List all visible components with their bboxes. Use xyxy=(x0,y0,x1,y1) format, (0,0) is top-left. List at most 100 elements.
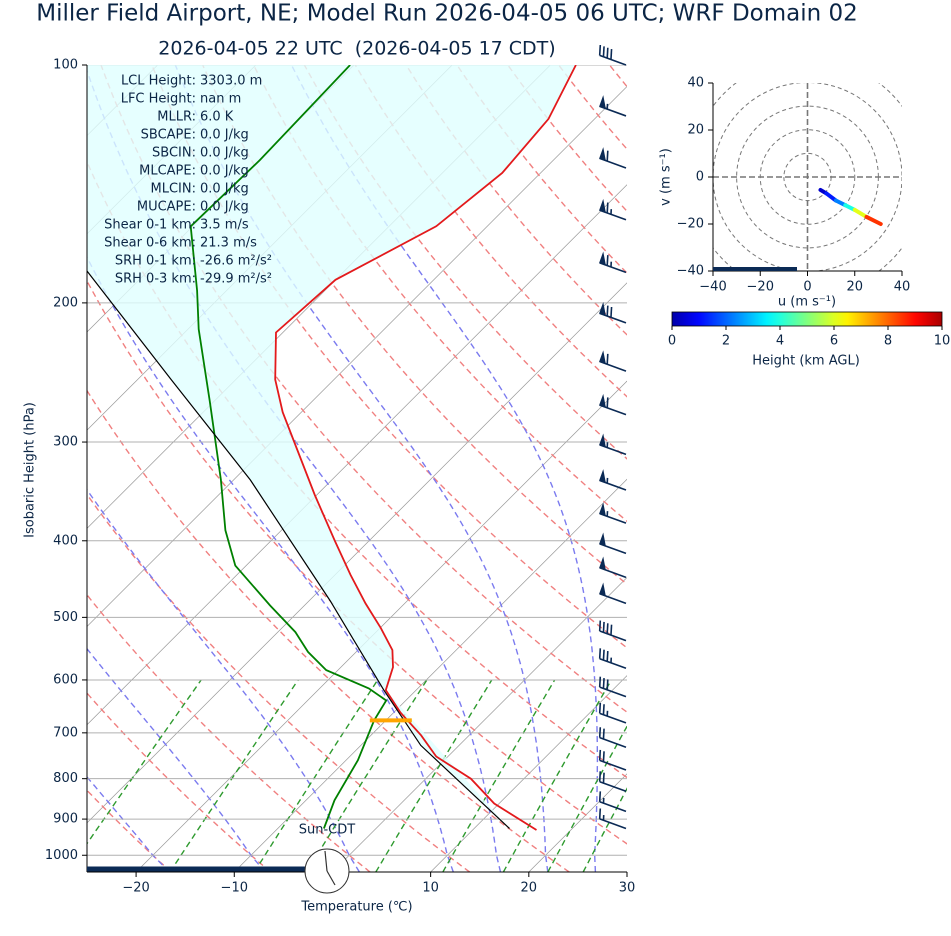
isotherm xyxy=(528,773,627,872)
dry-adiabat xyxy=(354,65,627,398)
clock-hand xyxy=(326,870,336,886)
x-tick-label: −10 xyxy=(221,881,248,896)
wind-barb xyxy=(599,532,627,555)
hodo-y-tick-label: −20 xyxy=(677,217,704,232)
barb-flag xyxy=(599,532,606,547)
dry-adiabat xyxy=(87,279,627,845)
y-tick-label: 300 xyxy=(53,435,78,450)
y-tick-label: 600 xyxy=(53,672,78,687)
mixing-ratio-line xyxy=(502,679,613,872)
barb-feather xyxy=(598,749,602,761)
wind-barb xyxy=(598,771,627,793)
hodo-x-tick-label: −20 xyxy=(747,280,774,295)
barb-feather xyxy=(602,621,605,633)
barb-flag xyxy=(599,556,606,571)
hodo-x-tick-label: 0 xyxy=(803,280,811,295)
barb-feather xyxy=(602,649,605,661)
x-tick-label: 30 xyxy=(619,881,636,896)
isotherm xyxy=(626,871,627,872)
mixing-ratio-line xyxy=(169,679,299,872)
barb-feather xyxy=(598,44,602,56)
mixing-ratio-line xyxy=(87,679,202,845)
mixing-ratio-line xyxy=(253,679,379,872)
barb-flag xyxy=(599,147,606,162)
colorbar-tick-label: 8 xyxy=(884,334,892,349)
barb-feather xyxy=(610,624,613,636)
barb-feather xyxy=(606,305,609,317)
dry-adiabat xyxy=(864,65,951,872)
y-tick-label: 1000 xyxy=(45,848,78,863)
wind-barb xyxy=(598,620,627,642)
y-tick-label: 400 xyxy=(53,533,78,548)
stat-name: MUCAPE: xyxy=(137,200,196,215)
y-tick-label: 100 xyxy=(53,58,78,73)
mixing-ratio-line xyxy=(442,679,556,872)
barb-flag xyxy=(599,95,606,110)
barb-feather xyxy=(606,255,609,266)
stat-name: SRH 0-1 km: xyxy=(115,254,196,269)
hodo-y-tick-label: 0 xyxy=(696,170,704,185)
cin-fill xyxy=(87,65,576,829)
dry-adiabat xyxy=(87,493,471,872)
barb-feather xyxy=(610,306,613,318)
colorbar-label: Height (km AGL) xyxy=(752,354,860,369)
hodo-y-label: v (m s⁻¹) xyxy=(659,148,674,206)
barb-feather xyxy=(602,751,605,762)
barb-flag xyxy=(599,582,606,597)
barb-feather xyxy=(598,676,602,688)
colorbar-tick-label: 4 xyxy=(776,334,784,349)
barb-staff xyxy=(599,801,627,813)
barb-feather xyxy=(602,46,605,57)
barb-staff xyxy=(599,712,627,724)
stat-name: SRH 0-3 km: xyxy=(115,272,196,287)
barb-feather xyxy=(598,771,602,782)
wind-barb xyxy=(598,702,627,724)
stat-name: MLCAPE: xyxy=(139,164,196,179)
stat-value: 0.0 J/kg xyxy=(200,164,249,179)
dry-adiabat xyxy=(813,65,951,872)
dry-adiabat xyxy=(660,65,951,872)
isotherm xyxy=(87,184,627,726)
hodo-segment xyxy=(852,207,869,219)
colorbar-tick-label: 10 xyxy=(934,334,951,349)
barb-flag xyxy=(599,393,606,408)
barb-flag xyxy=(599,350,606,365)
barb-feather xyxy=(606,353,609,365)
hodo-y-tick-label: 40 xyxy=(687,76,704,91)
wind-barb xyxy=(598,791,627,813)
stat-value: 6.0 K xyxy=(200,110,234,125)
dry-adiabat xyxy=(87,593,371,872)
colorbar-tick-label: 0 xyxy=(668,334,676,349)
moist-adiabat xyxy=(87,647,266,872)
hodo-x-tick-label: 40 xyxy=(894,280,911,295)
skewt-plot: 100 200 300 400 500 600 700 800 900 1000 −20 −10 10 2… xyxy=(45,44,636,896)
wind-barb xyxy=(598,727,627,748)
x-tick-label: 10 xyxy=(422,881,439,896)
wind-barb xyxy=(599,147,627,169)
barb-staff xyxy=(599,759,627,771)
barb-feather xyxy=(602,678,605,689)
barb-feather xyxy=(606,397,609,408)
stat-value: 0.0 J/kg xyxy=(200,128,249,143)
wind-barb xyxy=(599,433,627,456)
barb-feather xyxy=(610,49,613,60)
hodo-segment xyxy=(864,214,883,226)
wind-barb xyxy=(598,676,627,698)
wind-barb xyxy=(599,198,627,221)
chart-title: Miller Field Airport, NE; Model Run 2026… xyxy=(36,1,858,27)
mixing-ratio-line xyxy=(547,724,627,872)
dry-adiabat xyxy=(507,65,627,213)
y-axis-label: Isobaric Height (hPa) xyxy=(23,402,38,538)
isotherm xyxy=(234,478,627,872)
barb-staff xyxy=(599,818,627,830)
dry-adiabat xyxy=(303,65,627,460)
stat-name: MLCIN: xyxy=(151,182,196,197)
barb-flag xyxy=(599,469,606,484)
barb-feather xyxy=(598,791,602,802)
dry-adiabat xyxy=(405,65,627,336)
dry-adiabat xyxy=(711,65,951,872)
mixing-ratio-line xyxy=(306,679,428,872)
profiles xyxy=(87,65,577,831)
stat-name: Shear 0-6 km: xyxy=(104,236,196,251)
